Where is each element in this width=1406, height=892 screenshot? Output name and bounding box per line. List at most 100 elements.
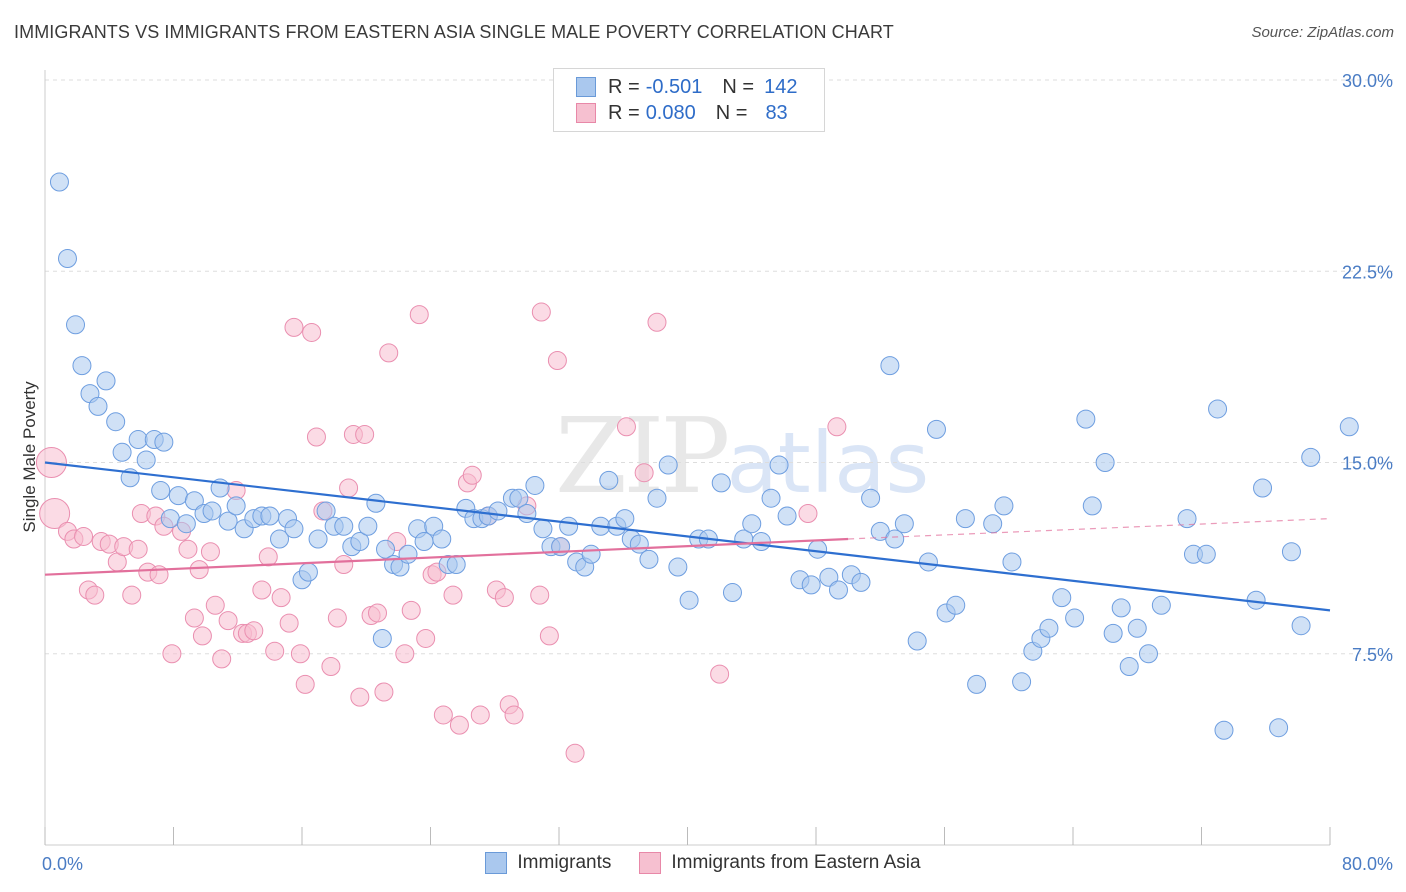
data-point-immigrants (1065, 608, 1085, 628)
data-point-immigrants (599, 470, 619, 490)
data-point-eastern-asia (379, 343, 399, 363)
data-point-eastern-asia (433, 705, 453, 725)
data-point-immigrants (525, 475, 545, 495)
correlation-legend: R = -0.501 N = 142 R = 0.080 N = 83 (553, 68, 825, 132)
data-point-immigrants (509, 488, 529, 508)
chart-title: IMMIGRANTS VS IMMIGRANTS FROM EASTERN AS… (14, 22, 894, 42)
data-point-eastern-asia (178, 539, 198, 559)
data-point-eastern-asia (409, 305, 429, 325)
data-point-immigrants (168, 486, 188, 506)
data-point-eastern-asia (295, 674, 315, 694)
data-point-immigrants (1177, 509, 1197, 529)
data-point-immigrants (218, 511, 238, 531)
data-point-eastern-asia (327, 608, 347, 628)
legend-r-value: -0.501 (645, 75, 703, 98)
legend-swatch-pink (576, 103, 596, 123)
data-point-eastern-asia (189, 560, 209, 580)
data-point-eastern-asia (218, 611, 238, 631)
data-point-eastern-asia (306, 427, 326, 447)
data-point-eastern-asia (531, 302, 551, 322)
data-point-eastern-asia (205, 595, 225, 615)
data-point-immigrants (308, 529, 328, 549)
data-point-eastern-asia (374, 682, 394, 702)
data-point-immigrants (1052, 588, 1072, 608)
data-point-immigrants (372, 628, 392, 648)
data-point-immigrants (49, 172, 69, 192)
series-immigrants-from-eastern-asia (35, 302, 847, 763)
data-point-eastern-asia (122, 585, 142, 605)
data-point-immigrants (176, 514, 196, 534)
data-point-eastern-asia (279, 613, 299, 633)
data-point-immigrants (160, 509, 180, 529)
data-point-eastern-asia (565, 743, 585, 763)
data-point-immigrants (284, 519, 304, 539)
data-point-eastern-asia (302, 322, 322, 342)
data-point-eastern-asia (184, 608, 204, 628)
data-point-eastern-asia (449, 715, 469, 735)
data-point-immigrants (926, 419, 946, 439)
data-point-immigrants (851, 572, 871, 592)
data-point-eastern-asia (252, 580, 272, 600)
data-point-eastern-asia (395, 644, 415, 664)
data-point-immigrants (1301, 447, 1321, 467)
data-point-immigrants (446, 555, 466, 574)
data-point-eastern-asia (339, 478, 359, 498)
data-point-immigrants (1012, 672, 1032, 692)
data-point-eastern-asia (462, 465, 482, 485)
y-tick-label: 7.5% (1352, 645, 1393, 665)
trend-line-eastern-asia (44, 537, 849, 576)
data-point-immigrants (907, 631, 927, 651)
data-point-immigrants (66, 315, 86, 335)
data-point-immigrants (1039, 618, 1059, 638)
legend-swatch-blue (485, 852, 508, 874)
data-point-eastern-asia (258, 547, 278, 567)
legend-row-immigrants: R = -0.501 N = 142 (576, 75, 797, 99)
legend-row-eastern-asia: R = 0.080 N = 83 (576, 101, 788, 125)
legend-r-label: R = (608, 101, 640, 124)
data-point-immigrants (517, 504, 537, 523)
data-point-immigrants (1119, 657, 1139, 676)
legend-swatch-blue (576, 77, 596, 97)
data-point-immigrants (260, 506, 280, 526)
data-point-immigrants (136, 450, 156, 470)
data-point-immigrants (184, 491, 204, 511)
data-point-immigrants (151, 481, 171, 501)
data-point-immigrants (1281, 542, 1301, 562)
data-point-eastern-asia (192, 626, 212, 646)
legend-item-immigrants: Immigrants (485, 852, 611, 874)
legend-r-label: R = (608, 75, 640, 98)
data-point-immigrants (154, 432, 174, 452)
legend-item-eastern-asia: Immigrants from Eastern Asia (639, 852, 921, 874)
data-point-immigrants (711, 473, 731, 493)
data-point-immigrants (1196, 544, 1216, 564)
data-point-immigrants (679, 590, 699, 610)
data-point-immigrants (769, 455, 789, 475)
data-point-eastern-asia (284, 317, 304, 337)
data-point-eastern-asia (321, 657, 341, 676)
data-point-immigrants (955, 509, 975, 529)
data-point-eastern-asia (350, 687, 370, 707)
data-point-eastern-asia (616, 417, 636, 437)
data-point-immigrants (742, 514, 762, 534)
data-point-immigrants (777, 506, 797, 526)
data-point-eastern-asia (200, 542, 220, 562)
data-point-immigrants (880, 356, 900, 376)
data-point-eastern-asia (85, 585, 105, 605)
data-point-immigrants (1151, 595, 1171, 615)
data-point-immigrants (559, 516, 579, 536)
data-point-immigrants (202, 501, 222, 521)
data-point-eastern-asia (74, 526, 94, 546)
data-point-immigrants (57, 249, 77, 268)
legend-n-label: N = (715, 101, 748, 124)
data-point-immigrants (298, 562, 318, 582)
data-point-eastern-asia (443, 585, 463, 605)
data-point-immigrants (414, 532, 434, 552)
data-point-immigrants (1138, 644, 1158, 664)
legend-n-label: N = (722, 75, 755, 98)
data-point-eastern-asia (244, 621, 264, 641)
grid-lines (45, 79, 1393, 655)
data-point-immigrants (1208, 399, 1228, 419)
data-point-immigrants (615, 509, 635, 529)
data-point-eastern-asia (634, 463, 654, 483)
